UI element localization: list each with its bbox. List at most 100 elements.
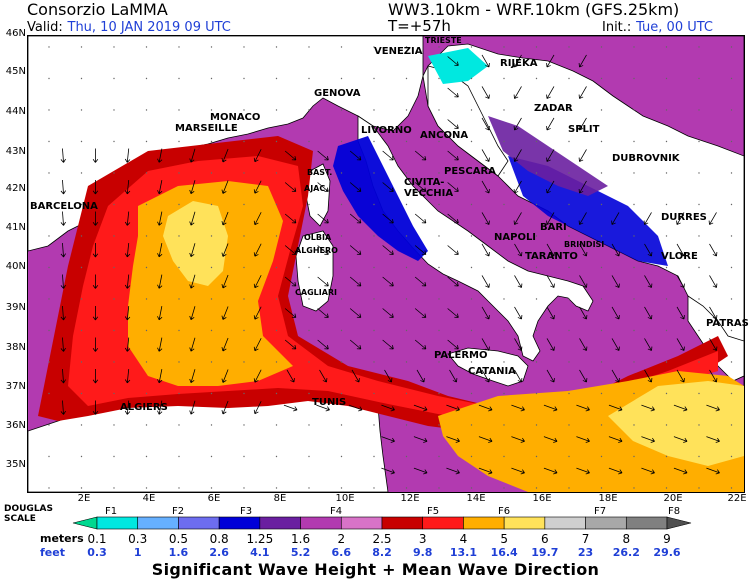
meters-value: 0.5 bbox=[168, 532, 188, 546]
wave-direction-arrow bbox=[157, 148, 163, 163]
longitude-label: 8E bbox=[273, 493, 287, 504]
wave-direction-arrow bbox=[317, 339, 329, 350]
feet-value: 19.7 bbox=[531, 546, 559, 559]
wave-direction-arrow bbox=[514, 306, 523, 320]
wave-direction-arrow bbox=[382, 276, 394, 287]
wave-direction-arrow bbox=[60, 400, 66, 415]
wave-direction-arrow bbox=[543, 436, 558, 443]
wave-direction-arrow bbox=[413, 436, 428, 443]
wave-direction-arrow bbox=[221, 243, 229, 257]
wave-direction-arrow bbox=[644, 369, 653, 383]
wave-direction-arrow bbox=[284, 150, 297, 161]
wave-direction-arrow bbox=[546, 54, 555, 68]
wave-direction-arrow bbox=[579, 275, 588, 288]
wave-direction-arrow bbox=[709, 369, 718, 383]
wave-direction-arrow bbox=[253, 212, 262, 226]
wave-direction-arrow bbox=[578, 180, 587, 194]
wave-direction-arrow bbox=[381, 404, 395, 412]
wave-direction-arrow bbox=[124, 274, 131, 289]
wave-direction-arrow bbox=[414, 213, 427, 224]
wave-direction-arrow bbox=[221, 180, 229, 194]
wave-direction-arrow bbox=[284, 245, 297, 255]
wave-direction-arrow bbox=[579, 243, 588, 257]
color-bar-swatch bbox=[503, 516, 546, 530]
city-label-split: SPLIT bbox=[568, 124, 600, 135]
feet-value: 4.1 bbox=[250, 546, 270, 559]
wave-direction-arrow bbox=[676, 243, 685, 257]
longitude-label: 14E bbox=[466, 493, 486, 504]
wave-direction-arrow bbox=[60, 148, 66, 163]
color-bar-swatch bbox=[463, 516, 505, 530]
wave-direction-arrow bbox=[351, 369, 360, 383]
wave-direction-arrow bbox=[478, 404, 493, 412]
model-title: WW3.10km - WRF.10km (GFS.25km) bbox=[388, 0, 680, 19]
feet-value: 5.2 bbox=[290, 546, 311, 559]
city-label-venezia: VENEZIA bbox=[374, 46, 423, 57]
wave-direction-arrow bbox=[641, 467, 655, 475]
wave-direction-arrow bbox=[446, 436, 460, 443]
wave-direction-arrow bbox=[644, 306, 653, 320]
longitude-label: 20E bbox=[663, 493, 683, 504]
wave-direction-arrow bbox=[92, 337, 99, 352]
city-label-durres: DURRES bbox=[661, 212, 707, 223]
wave-direction-arrow bbox=[253, 180, 262, 194]
wave-direction-arrow bbox=[578, 149, 587, 162]
wave-direction-arrow bbox=[546, 149, 555, 162]
feet-value: 2.6 bbox=[209, 546, 229, 559]
wave-direction-arrows bbox=[60, 54, 720, 475]
wave-direction-arrow bbox=[546, 243, 555, 257]
wave-direction-arrow bbox=[414, 339, 427, 350]
wave-direction-arrow bbox=[641, 436, 655, 443]
wave-direction-arrow bbox=[481, 180, 490, 194]
city-label-civita: CIVITA- bbox=[404, 177, 445, 188]
city-label-alghero: ALGHERO bbox=[295, 246, 338, 255]
city-label-cagliari: CAGLIARI bbox=[295, 288, 338, 297]
valid-label: Valid: bbox=[27, 20, 63, 35]
wave-direction-arrow bbox=[579, 338, 588, 351]
color-bar-swatch bbox=[585, 516, 627, 530]
meters-value: 9 bbox=[663, 532, 671, 546]
wave-direction-arrow bbox=[513, 212, 522, 225]
douglas-force-label: F8 bbox=[668, 506, 681, 517]
wave-direction-arrow bbox=[546, 306, 555, 320]
city-label-napoli: NAPOLI bbox=[494, 232, 537, 243]
wave-direction-arrow bbox=[382, 213, 394, 224]
wave-direction-arrow bbox=[189, 211, 196, 226]
wave-direction-arrow bbox=[253, 369, 262, 383]
wave-direction-arrow bbox=[124, 148, 131, 163]
color-bar-swatch bbox=[625, 516, 668, 530]
douglas-force-label: F3 bbox=[240, 506, 253, 517]
wave-direction-arrow bbox=[284, 339, 297, 350]
latitude-label: 43N bbox=[5, 146, 26, 157]
wave-direction-arrow bbox=[414, 150, 427, 161]
wave-direction-arrow bbox=[709, 338, 718, 351]
valid-line: Valid: Thu, 10 JAN 2019 09 UTC bbox=[27, 18, 231, 36]
wave-direction-arrow bbox=[578, 54, 587, 68]
wave-direction-arrow bbox=[157, 274, 163, 289]
init-value: Tue, 00 UTC bbox=[636, 20, 713, 35]
city-label-palermo: PALERMO bbox=[434, 350, 488, 361]
city-label-trieste: TRIESTE bbox=[425, 36, 462, 45]
wave-direction-arrow bbox=[611, 275, 620, 288]
wave-direction-arrow bbox=[546, 369, 555, 383]
wave-direction-arrow bbox=[316, 404, 330, 412]
city-label-marseille: MARSEILLE bbox=[175, 123, 238, 134]
douglas-force-label: F5 bbox=[427, 506, 440, 517]
wave-direction-arrow bbox=[317, 182, 329, 192]
douglas-label-1: DOUGLAS bbox=[4, 504, 53, 514]
feet-value: 1 bbox=[133, 546, 142, 559]
wave-direction-arrow bbox=[92, 305, 99, 321]
wave-direction-arrow bbox=[60, 368, 66, 384]
longitude-label: 18E bbox=[598, 493, 618, 504]
latitude-label: 44N bbox=[5, 106, 26, 117]
meters-value: 7 bbox=[581, 532, 590, 546]
longitude-label: 6E bbox=[207, 493, 221, 504]
wave-direction-arrow bbox=[447, 87, 459, 98]
wave-direction-arrow bbox=[511, 404, 525, 412]
wave-direction-arrow bbox=[673, 467, 688, 475]
wave-direction-arrow bbox=[514, 275, 523, 288]
latitude-label: 38N bbox=[5, 342, 26, 353]
wave-direction-arrow bbox=[413, 467, 428, 475]
feet-label: feet bbox=[40, 546, 65, 559]
